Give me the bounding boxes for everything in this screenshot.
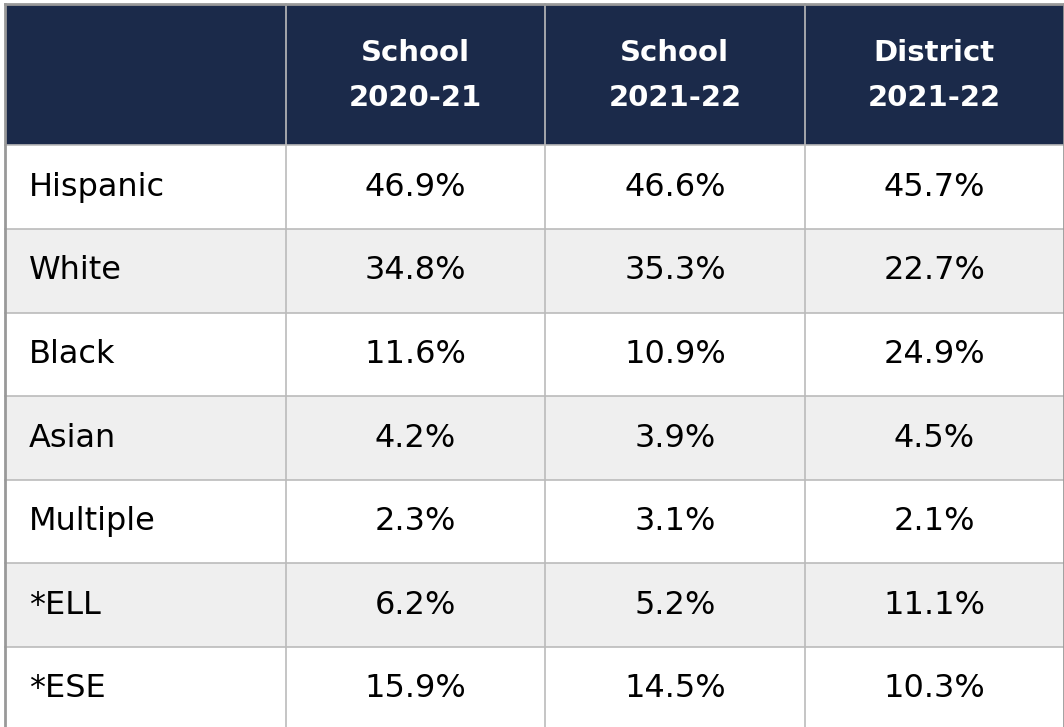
Bar (804, 229, 1064, 313)
Bar (5, 647, 286, 727)
Text: 2.3%: 2.3% (375, 506, 456, 537)
Bar (286, 480, 545, 563)
Bar (5, 4, 286, 145)
Bar (286, 313, 545, 396)
Text: Multiple: Multiple (29, 506, 155, 537)
Bar (5, 396, 286, 480)
Bar (286, 145, 545, 229)
Bar (286, 396, 545, 480)
Bar (804, 4, 1064, 145)
Bar (804, 396, 1064, 480)
Text: 2021-22: 2021-22 (868, 84, 1001, 112)
Text: District: District (874, 39, 995, 67)
Text: 15.9%: 15.9% (365, 673, 466, 704)
Bar (804, 647, 1064, 727)
Text: School: School (620, 39, 730, 67)
Bar (5, 229, 286, 313)
Text: 22.7%: 22.7% (883, 255, 985, 286)
Bar (545, 563, 804, 647)
Text: 10.9%: 10.9% (625, 339, 726, 370)
Text: *ESE: *ESE (29, 673, 105, 704)
Text: 46.6%: 46.6% (625, 172, 726, 203)
Text: Asian: Asian (29, 422, 116, 454)
Bar (545, 229, 804, 313)
Text: Black: Black (29, 339, 115, 370)
Bar (5, 480, 286, 563)
Bar (286, 563, 545, 647)
Bar (804, 145, 1064, 229)
Bar (5, 563, 286, 647)
Text: 2.1%: 2.1% (894, 506, 975, 537)
Text: 6.2%: 6.2% (375, 590, 456, 621)
Text: 34.8%: 34.8% (365, 255, 466, 286)
Bar (286, 229, 545, 313)
Bar (286, 4, 545, 145)
Text: 5.2%: 5.2% (634, 590, 716, 621)
Text: 24.9%: 24.9% (883, 339, 985, 370)
Bar (545, 480, 804, 563)
Text: Hispanic: Hispanic (29, 172, 165, 203)
Text: *ELL: *ELL (29, 590, 100, 621)
Bar (804, 480, 1064, 563)
Text: 4.5%: 4.5% (894, 422, 975, 454)
Text: 11.1%: 11.1% (883, 590, 985, 621)
Text: 4.2%: 4.2% (375, 422, 456, 454)
Bar (545, 647, 804, 727)
Bar (804, 563, 1064, 647)
Text: 35.3%: 35.3% (625, 255, 726, 286)
Text: 46.9%: 46.9% (365, 172, 466, 203)
Bar (5, 313, 286, 396)
Text: 3.1%: 3.1% (634, 506, 716, 537)
Bar (545, 313, 804, 396)
Bar (804, 313, 1064, 396)
Text: 11.6%: 11.6% (365, 339, 466, 370)
Bar (545, 4, 804, 145)
Text: 2020-21: 2020-21 (349, 84, 482, 112)
Text: School: School (361, 39, 470, 67)
Bar (286, 647, 545, 727)
Text: 10.3%: 10.3% (883, 673, 985, 704)
Bar (545, 145, 804, 229)
Text: 2021-22: 2021-22 (609, 84, 742, 112)
Bar (5, 145, 286, 229)
Text: 3.9%: 3.9% (634, 422, 716, 454)
Text: White: White (29, 255, 121, 286)
Bar (545, 396, 804, 480)
Text: 14.5%: 14.5% (625, 673, 726, 704)
Text: 45.7%: 45.7% (883, 172, 985, 203)
